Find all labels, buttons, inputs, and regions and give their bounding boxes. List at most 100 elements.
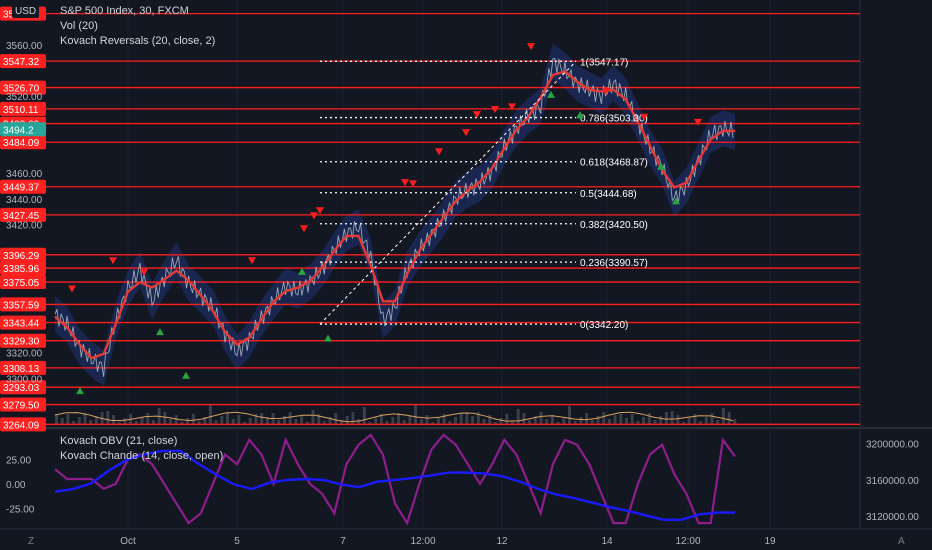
level-label: 3308.13 (3, 364, 40, 375)
volume-bar (72, 421, 76, 425)
volume-bar (163, 412, 167, 425)
volume-bar (448, 421, 452, 425)
volume-bar (340, 420, 343, 425)
volume-bar (146, 413, 150, 425)
volume-bar (682, 422, 685, 425)
volatility-band (55, 43, 735, 386)
lower-y-tick-label: -25.00 (6, 504, 35, 515)
level-label: 3526.70 (3, 84, 40, 95)
volume-bar (425, 415, 429, 425)
level-label-box (0, 315, 46, 330)
level-label-box (0, 179, 46, 194)
volume-bar (317, 414, 321, 425)
volume-bar (619, 414, 623, 425)
indicator-kovach-reversals[interactable]: Kovach Reversals (20, close, 2) (60, 35, 216, 47)
indicator-volume[interactable]: Vol (20) (60, 20, 98, 32)
indicator-kovach-obv[interactable]: Kovach OBV (21, close) (60, 435, 178, 447)
sell-signal-marker (602, 88, 610, 96)
volume-bar (397, 413, 400, 425)
volume-bar (539, 412, 543, 425)
timezone-icon[interactable]: Z (28, 536, 35, 547)
volume-bar (505, 414, 509, 425)
level-label: 3357.59 (3, 300, 40, 311)
volume-bar (180, 422, 184, 425)
volume-bar (379, 414, 383, 425)
level-label-box (0, 297, 46, 312)
sell-signal-marker (462, 129, 470, 137)
volume-bar (499, 418, 503, 425)
x-tick-label: 7 (340, 536, 346, 547)
level-label: 3510.11 (3, 105, 39, 116)
volume-bar (254, 414, 258, 425)
level-label: 3343.44 (3, 319, 40, 330)
volume-bar (220, 416, 224, 425)
right-axis-tick-label: 3160000.00 (866, 476, 919, 487)
level-label: 3293.03 (3, 383, 40, 394)
chande-line (54, 433, 736, 526)
currency-button[interactable]: USD (12, 5, 40, 18)
volume-bar (562, 418, 566, 425)
volume-bar (248, 418, 252, 425)
volume-bar (613, 415, 617, 425)
volume-bar (328, 417, 332, 425)
sell-signal-marker (640, 113, 648, 121)
trend-line (54, 70, 736, 360)
auto-scale-icon[interactable]: A (898, 536, 905, 547)
level-label: 3396.29 (3, 251, 40, 262)
level-label: 3329.30 (3, 337, 40, 348)
volume-bar (704, 417, 708, 425)
fib-label: 0.382(3420.50) (580, 220, 648, 231)
volume-bar (733, 419, 737, 425)
volume-bar (476, 412, 480, 425)
level-label-box (0, 54, 46, 69)
volume-bar (419, 419, 423, 425)
level-label: 3279.50 (3, 401, 40, 412)
level-label: 3484.09 (3, 138, 40, 149)
volume-bar (716, 420, 720, 425)
x-tick-label: 5 (234, 536, 240, 547)
volume-bar (260, 413, 264, 425)
volume-bar (511, 421, 514, 425)
volume-bar (243, 422, 247, 425)
volume-bar (670, 411, 674, 425)
indicator-kovach-chande[interactable]: Kovach Chande (14, close, open) (60, 450, 224, 462)
volume-bar (590, 420, 594, 425)
level-label-box (0, 101, 46, 116)
volume-bar (431, 422, 435, 425)
x-tick-label: 12:00 (410, 536, 435, 547)
volume-bar (169, 419, 172, 425)
volume-bar (471, 416, 475, 425)
volume-bar (488, 415, 492, 425)
y-tick-label: 3440.00 (6, 195, 43, 206)
lower-y-tick-label: 25.00 (6, 455, 31, 466)
volume-bar (174, 415, 178, 425)
volume-bar (596, 416, 600, 425)
volume-bar (288, 412, 292, 425)
volume-bar (77, 417, 81, 425)
y-tick-label: 3520.00 (6, 92, 43, 103)
x-tick-label: 12:00 (675, 536, 700, 547)
symbol-title: S&P 500 Index, 30, FXCM (60, 5, 189, 17)
buy-signal-marker (156, 328, 164, 336)
fib-label: 1(3547.17) (580, 57, 628, 68)
y-tick-label: 3300.00 (6, 374, 43, 385)
fib-label: 0.5(3444.68) (580, 189, 637, 200)
volume-bar (89, 420, 93, 425)
sell-signal-marker (300, 225, 308, 233)
volume-bar (123, 418, 127, 425)
volume-bar (94, 416, 98, 425)
fib-label: 0.786(3503.30) (580, 114, 648, 125)
volume-bar (727, 412, 731, 425)
lower-legend: Kovach OBV (21, close) Kovach Chande (14… (60, 434, 223, 464)
x-tick-label: 12 (496, 536, 508, 547)
fib-label: 0.618(3468.87) (580, 158, 648, 169)
volume-bar (636, 421, 640, 425)
volume-bar (322, 421, 326, 425)
volume-bar (647, 413, 651, 425)
fib-trend-line (319, 60, 577, 325)
sell-signal-marker (527, 43, 535, 51)
volume-bar (659, 416, 663, 425)
volume-bar (573, 421, 577, 425)
volume-bar (368, 422, 372, 425)
